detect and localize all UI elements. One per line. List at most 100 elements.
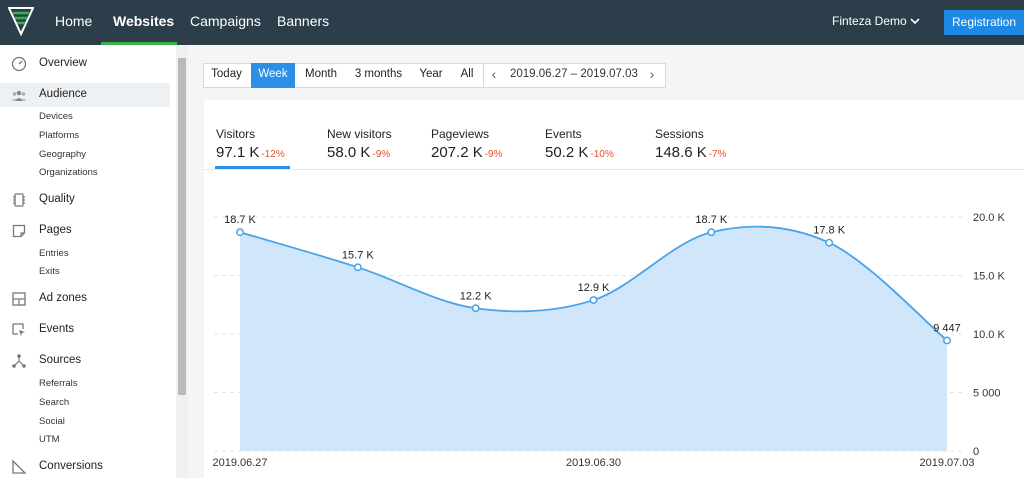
- period-today[interactable]: Today: [211, 68, 242, 80]
- sidebar-subitem-platforms[interactable]: Platforms: [39, 130, 80, 141]
- date-range[interactable]: 2019.06.27 – 2019.07.03: [510, 68, 638, 80]
- metric-value: 207.2 K: [431, 144, 483, 161]
- top-bar: [0, 0, 1024, 45]
- sidebar-item-sources[interactable]: Sources: [0, 349, 170, 373]
- sidebar-item-label: Sources: [39, 354, 82, 366]
- sidebar-subitem-referrals[interactable]: Referrals: [39, 378, 78, 389]
- metric-pageviews[interactable]: Pageviews 207.2 K -9%: [431, 127, 503, 161]
- nav-campaigns[interactable]: Campaigns: [190, 13, 261, 29]
- x-tick-label: 2019.06.30: [566, 457, 621, 469]
- metric-change: -9%: [484, 149, 503, 160]
- metric-value: 58.0 K: [327, 144, 371, 161]
- period-all[interactable]: All: [460, 68, 474, 80]
- sidebar-item-label: Pages: [39, 224, 72, 236]
- metric-value: 97.1 K: [216, 144, 260, 161]
- sidebar-subitem-organizations[interactable]: Organizations: [39, 167, 98, 178]
- data-point: [707, 228, 716, 237]
- y-tick-label: 5 000: [973, 388, 1001, 400]
- prev-period-icon[interactable]: ‹: [491, 66, 497, 82]
- sidebar-subitem-devices[interactable]: Devices: [39, 111, 73, 122]
- data-point: [825, 238, 834, 247]
- nav-websites[interactable]: Websites: [113, 13, 175, 29]
- sidebar-item-overview[interactable]: Overview: [0, 52, 170, 76]
- cursor-icon: [12, 323, 25, 336]
- metrics-divider: [204, 169, 1024, 170]
- finteza-logo-icon[interactable]: [8, 6, 34, 36]
- page-icon: [12, 224, 26, 238]
- sidebar-scrollbar-thumb[interactable]: [178, 58, 186, 395]
- sidebar-item-label: Ad zones: [39, 292, 87, 304]
- metric-change: -10%: [590, 149, 614, 160]
- data-label: 17.8 K: [813, 225, 845, 237]
- sidebar-subitem-exits[interactable]: Exits: [39, 266, 60, 277]
- period-month[interactable]: Month: [305, 68, 337, 80]
- sidebar-item-events[interactable]: Events: [0, 318, 170, 342]
- sidebar-item-label: Conversions: [39, 460, 103, 472]
- sidebar-subitem-entries[interactable]: Entries: [39, 248, 69, 259]
- data-label: 18.7 K: [224, 214, 256, 226]
- sidebar-item-ad-zones[interactable]: Ad zones: [0, 287, 170, 311]
- sidebar-subitem-social[interactable]: Social: [39, 416, 65, 427]
- registration-button[interactable]: Registration: [944, 10, 1024, 35]
- period-3-months[interactable]: 3 months: [354, 68, 403, 80]
- period-divider: [483, 63, 484, 88]
- nav-banners[interactable]: Banners: [277, 13, 330, 29]
- metric-events[interactable]: Events 50.2 K -10%: [545, 127, 614, 161]
- sidebar-item-label: Audience: [39, 88, 87, 100]
- metric-visitors[interactable]: Visitors 97.1 K -12%: [216, 127, 285, 161]
- visitors-area: [240, 226, 947, 451]
- nav-active-indicator: [101, 42, 177, 45]
- metric-value: 148.6 K: [655, 144, 707, 161]
- sidebar-item-label: Events: [39, 323, 75, 335]
- metric-label: Pageviews: [431, 127, 490, 141]
- metric-selected-indicator: [215, 166, 290, 169]
- chevron-down-icon: [910, 18, 920, 25]
- speedometer-icon: [11, 56, 27, 72]
- funnel-icon: [12, 459, 27, 474]
- data-point: [943, 336, 951, 345]
- metric-label: Sessions: [655, 127, 704, 141]
- metric-change: -12%: [261, 149, 285, 160]
- metric-value: 50.2 K: [545, 144, 589, 161]
- sidebar-item-quality[interactable]: Quality: [0, 188, 170, 212]
- sidebar-item-label: Quality: [39, 193, 75, 205]
- y-tick-label: 0: [973, 446, 979, 458]
- x-tick-label: 2019.07.03: [919, 457, 974, 469]
- users-icon: [11, 90, 27, 101]
- metric-sessions[interactable]: Sessions 148.6 K -7%: [655, 127, 727, 161]
- sidebar-item-label: Overview: [39, 57, 87, 69]
- y-tick-label: 15.0 K: [973, 271, 1005, 283]
- data-label: 12.9 K: [578, 282, 610, 294]
- period-year[interactable]: Year: [419, 68, 443, 80]
- data-point: [471, 304, 480, 313]
- sidebar: Overview Audience Devices Platforms Geog…: [0, 45, 176, 478]
- data-point: [589, 296, 598, 305]
- sidebar-item-audience[interactable]: Audience: [0, 83, 170, 107]
- user-name: Finteza Demo: [832, 14, 907, 28]
- visitors-chart: 0 5 000 10.0 K 15.0 K 20.0 K 18.7 K 15.7 K 12.2…: [212, 212, 1005, 469]
- ad-zones-icon: [12, 292, 26, 306]
- quality-icon: [13, 193, 25, 207]
- metric-new-visitors[interactable]: New visitors 58.0 K -9%: [327, 127, 392, 161]
- sidebar-subitem-search[interactable]: Search: [39, 397, 70, 408]
- y-tick-label: 20.0 K: [973, 212, 1005, 224]
- data-label: 12.2 K: [460, 290, 492, 302]
- nav-home[interactable]: Home: [55, 13, 93, 29]
- sidebar-subitem-geography[interactable]: Geography: [39, 149, 87, 160]
- sidebar-subitem-utm[interactable]: UTM: [39, 434, 60, 445]
- sources-icon: [12, 354, 26, 368]
- data-point: [236, 228, 244, 237]
- sidebar-item-conversions[interactable]: Conversions: [0, 455, 170, 479]
- metric-change: -7%: [708, 149, 727, 160]
- data-point: [353, 263, 362, 272]
- y-tick-label: 10.0 K: [973, 329, 1005, 341]
- user-menu[interactable]: Finteza Demo: [832, 0, 920, 45]
- next-period-icon[interactable]: ›: [649, 66, 655, 82]
- metric-label: Events: [545, 127, 582, 141]
- period-week[interactable]: Week: [251, 63, 295, 88]
- sidebar-item-pages[interactable]: Pages: [0, 219, 170, 243]
- data-label: 18.7 K: [695, 214, 727, 226]
- data-label: 15.7 K: [342, 249, 374, 261]
- metric-change: -9%: [372, 149, 391, 160]
- data-label: 9 447: [933, 322, 961, 334]
